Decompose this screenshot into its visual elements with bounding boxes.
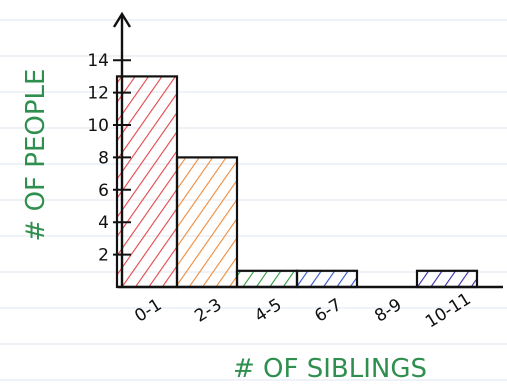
y-tick-label: 12 xyxy=(87,84,109,104)
y-tick-label: 6 xyxy=(98,181,109,201)
x-tick-label: 4-5 xyxy=(251,295,285,327)
x-tick-layer: 0-1 2-3 4-5 6-7 8-9 10-11 xyxy=(131,289,474,332)
y-axis-title: # OF PEOPLE xyxy=(21,69,51,242)
bar-4-5 xyxy=(235,269,299,289)
y-tick-label: 14 xyxy=(87,51,109,71)
notebook-rules xyxy=(0,19,507,381)
y-axis-arrowhead xyxy=(112,11,132,28)
x-tick-label: 8-9 xyxy=(371,295,405,327)
bars-layer xyxy=(115,75,479,289)
bar-10-11 xyxy=(415,269,479,289)
bar-6-7 xyxy=(295,269,359,289)
bar-0-1 xyxy=(115,75,179,289)
x-tick-label: 10-11 xyxy=(422,289,474,332)
y-tick-label: 10 xyxy=(87,116,109,136)
x-tick-label: 6-7 xyxy=(311,295,345,327)
y-tick-label: 8 xyxy=(98,148,109,168)
x-axis-title: # OF SIBLINGS xyxy=(233,354,427,384)
x-tick-label: 2-3 xyxy=(191,295,225,327)
y-tick-label: 4 xyxy=(98,213,109,233)
y-tick-layer: 2 4 6 8 10 12 14 xyxy=(87,51,131,266)
x-tick-label: 0-1 xyxy=(131,295,165,327)
y-tick-label: 2 xyxy=(98,246,109,266)
bar-2-3 xyxy=(175,156,239,289)
